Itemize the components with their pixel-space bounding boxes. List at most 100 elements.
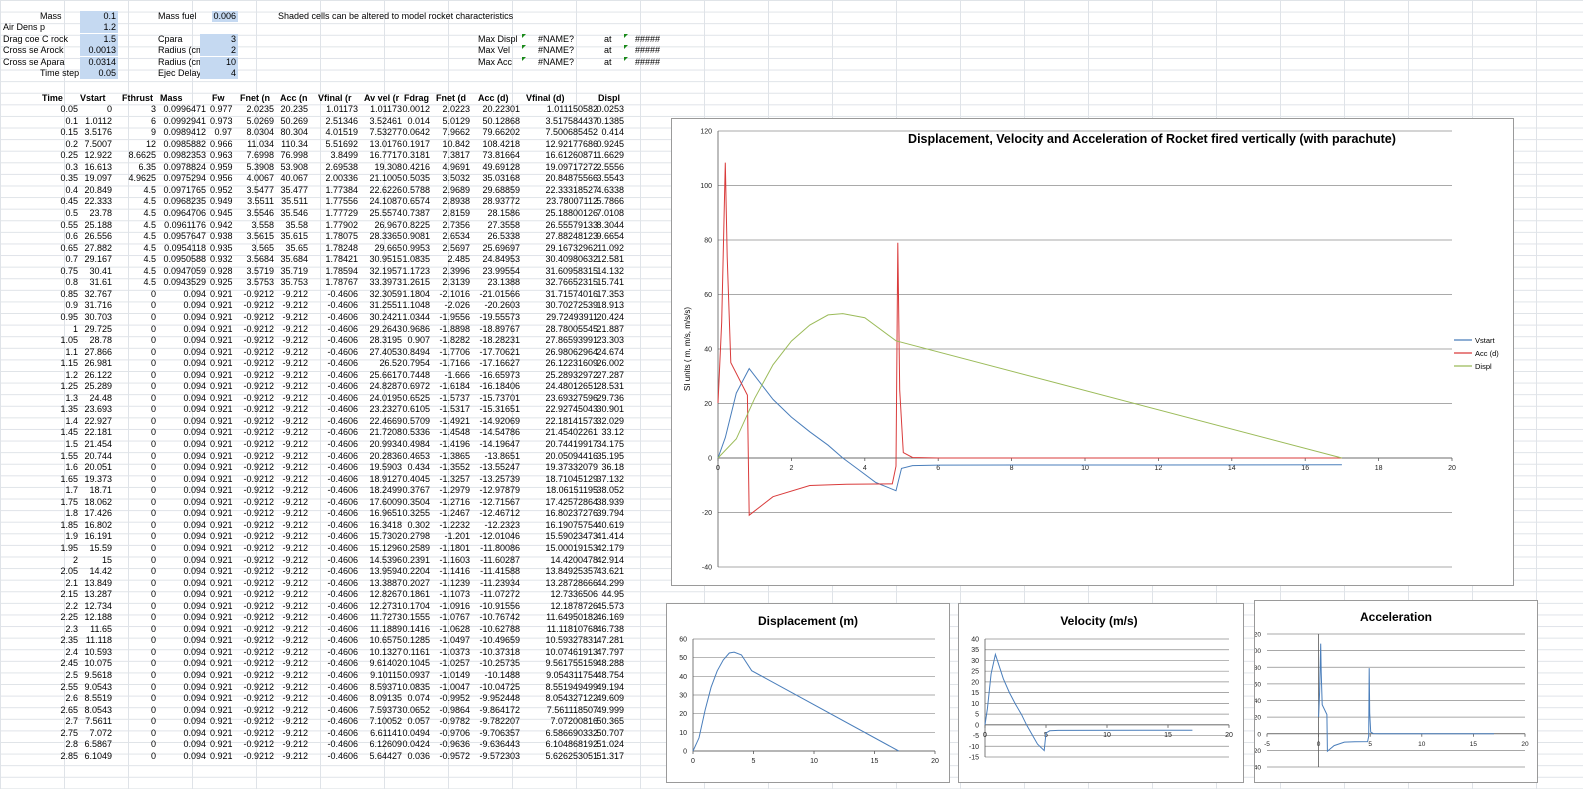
table-cell[interactable]: 0.0943529 [163,277,206,288]
table-cell[interactable]: 24.48012651 [545,381,598,392]
table-cell[interactable]: 1.77729 [325,208,358,218]
table-cell[interactable]: 1.6629 [596,150,624,161]
table-cell[interactable]: 0 [150,311,156,322]
table-cell[interactable]: 10.075 [84,658,112,669]
table-cell[interactable]: 9.054311754 [546,670,598,680]
table-cell[interactable]: 8.59371 [369,681,402,692]
table-cell[interactable]: 6.104868192 [545,739,598,750]
table-cell[interactable]: 1.2 [65,369,78,380]
table-cell[interactable]: 1.1723 [402,265,430,276]
table-cell[interactable]: -0.9212 [243,288,274,299]
column-header[interactable]: Fw [212,93,225,103]
table-cell[interactable]: 0.014 [407,115,430,126]
table-cell[interactable]: 6.5867 [84,739,112,750]
table-cell[interactable]: 2.0235 [246,104,274,114]
table-cell[interactable]: 3 [150,104,156,114]
table-cell[interactable]: 0.094 [183,288,206,299]
table-cell[interactable]: 13.849 [84,577,112,588]
table-cell[interactable]: -9.212 [282,508,308,519]
table-cell[interactable]: 2.7356 [442,219,470,230]
table-cell[interactable]: -0.9952 [439,693,470,704]
table-cell[interactable]: 25.289 [84,381,112,392]
table-cell[interactable]: -16.18406 [479,381,520,392]
table-cell[interactable]: -0.4606 [327,600,358,611]
table-cell[interactable]: 0.959 [210,161,233,172]
table-cell[interactable]: 0.921 [210,612,233,623]
table-cell[interactable]: -1.1239 [439,577,470,588]
table-cell[interactable]: 0.921 [210,358,233,369]
table-cell[interactable]: 0.921 [210,369,233,380]
table-cell[interactable]: 0.414 [601,127,624,138]
table-cell[interactable]: -0.9782 [439,716,470,727]
table-cell[interactable]: -16.65973 [479,369,520,380]
table-cell[interactable]: -9.212 [282,415,308,426]
table-cell[interactable]: 0 [106,104,112,114]
table-cell[interactable]: 31.61 [89,277,112,288]
table-cell[interactable]: 2.55 [60,681,78,692]
table-cell[interactable]: -1.1801 [439,542,470,553]
table-cell[interactable]: 0.7 [65,254,78,265]
table-cell[interactable]: 5.7866 [596,196,624,207]
table-cell[interactable]: -0.4606 [327,566,358,576]
table-cell[interactable]: 0.1917 [402,138,430,149]
table-cell[interactable]: 1.3 [65,392,78,403]
table-cell[interactable]: 0.0992941 [163,115,206,126]
table-cell[interactable]: 0.3255 [402,508,430,519]
table-cell[interactable]: 0 [150,681,156,692]
table-cell[interactable]: 20.74419917 [545,439,598,449]
table-cell[interactable]: -0.4606 [327,473,358,484]
table-cell[interactable]: 0 [150,508,156,519]
table-cell[interactable]: -13.8651 [484,450,520,461]
table-cell[interactable]: 38.939 [596,496,624,507]
table-cell[interactable]: 22.181 [84,427,112,438]
table-cell[interactable]: 1 [72,323,78,334]
table-cell[interactable]: 26.967 [374,219,402,230]
table-cell[interactable]: 3.5477 [246,184,274,195]
radius-para-input[interactable]: 10 [200,57,238,68]
table-cell[interactable]: 8.09135 [369,693,402,704]
table-cell[interactable]: -1.4921 [439,415,470,426]
table-cell[interactable]: 0.1861 [402,589,430,600]
table-cell[interactable]: 6.61141 [370,727,402,738]
table-cell[interactable]: 1.4 [65,415,78,426]
table-cell[interactable]: 14.42 [89,566,112,576]
table-cell[interactable]: -0.4606 [327,589,358,600]
table-cell[interactable]: 20.849 [84,184,112,195]
table-cell[interactable]: 0.094 [183,335,206,345]
table-cell[interactable]: 10.593 [84,646,112,657]
table-cell[interactable]: 0 [150,323,156,334]
table-cell[interactable]: 16.3418 [369,519,402,530]
table-cell[interactable]: 2.00336 [325,173,358,184]
table-cell[interactable]: 18.9127 [369,473,402,484]
table-cell[interactable]: 2.5 [65,670,78,680]
table-cell[interactable]: -12.46712 [479,508,520,519]
table-cell[interactable]: -9.212 [282,646,308,657]
table-cell[interactable]: 0.094 [183,612,206,623]
table-cell[interactable]: 10.59327831 [545,635,598,646]
table-cell[interactable]: -15.31651 [479,404,520,415]
table-cell[interactable]: 28.78 [89,335,112,345]
table-cell[interactable]: 31.2551 [369,300,402,311]
table-cell[interactable]: 4.5 [143,277,156,288]
table-cell[interactable]: -9.636443 [479,739,520,750]
table-cell[interactable]: -0.4606 [327,542,358,553]
table-cell[interactable]: 4.5 [143,265,156,276]
column-header[interactable]: Av vel (r [364,93,400,103]
table-cell[interactable]: 0.9 [65,300,78,311]
table-cell[interactable]: 0.921 [210,346,233,357]
table-cell[interactable]: 23.69327596 [545,392,598,403]
table-cell[interactable]: 3.517584437 [545,115,598,126]
table-cell[interactable]: 3.5176 [84,127,112,138]
table-cell[interactable]: 18.71 [89,485,112,496]
table-cell[interactable]: 0 [150,589,156,600]
table-cell[interactable]: 0.094 [183,496,206,507]
table-cell[interactable]: -14.19647 [479,439,520,449]
table-cell[interactable]: 2.69538 [325,161,358,172]
mass-input[interactable]: 0.1 [80,11,118,22]
table-cell[interactable]: 8.551949499 [545,681,598,692]
table-cell[interactable]: -21.01566 [479,288,520,299]
table-cell[interactable]: 0.921 [210,739,233,750]
table-cell[interactable]: -0.4606 [327,612,358,623]
table-cell[interactable]: -0.9212 [243,635,274,646]
table-cell[interactable]: 0.094 [183,600,206,611]
